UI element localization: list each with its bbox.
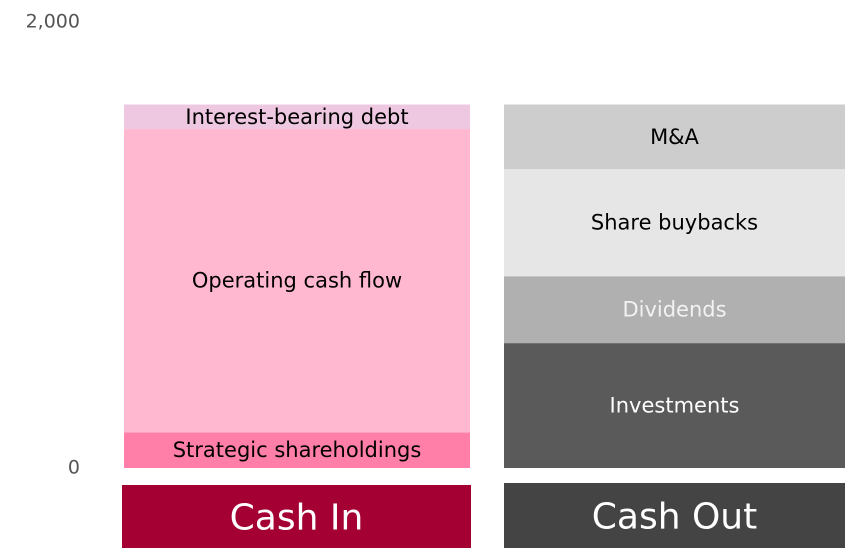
segment-label: Strategic shareholdings <box>173 438 422 462</box>
segment-label: M&A <box>650 125 699 149</box>
bar-segment <box>124 104 470 130</box>
bar-segment <box>504 104 845 170</box>
segment-label: Investments <box>610 394 740 418</box>
category-box <box>122 485 471 548</box>
bar-segment <box>504 169 845 277</box>
y-tick-label: 2,000 <box>26 11 80 33</box>
category-box <box>504 483 845 548</box>
bar-segment <box>124 129 470 433</box>
segment-label: Interest-bearing debt <box>185 105 408 129</box>
segment-label: Dividends <box>622 298 726 322</box>
category-label: Cash Out <box>592 497 757 538</box>
y-tick-label: 0 <box>68 457 80 479</box>
segment-label: Share buybacks <box>591 211 758 235</box>
bar-segment <box>504 343 845 468</box>
segment-label: Operating cash flow <box>192 269 402 293</box>
bar-segment <box>124 432 470 468</box>
category-label: Cash In <box>230 498 364 539</box>
bar-segment <box>504 276 845 344</box>
